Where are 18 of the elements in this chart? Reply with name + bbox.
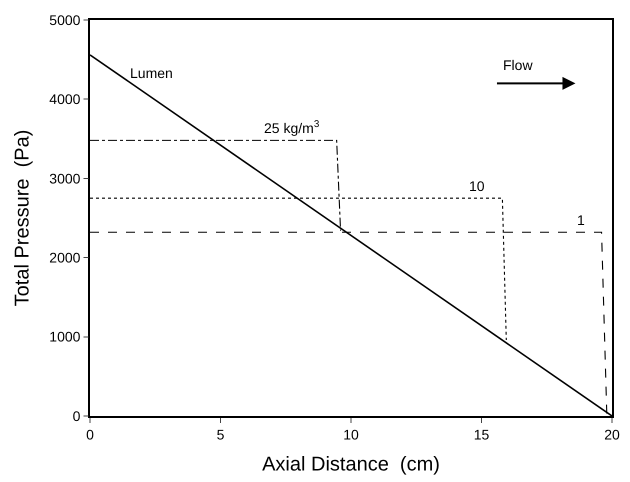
- y-tick-label: 3000: [49, 170, 81, 186]
- series-label: 1: [577, 212, 585, 228]
- x-axis-title: Axial Distance (cm): [262, 454, 440, 476]
- x-tick-label: 0: [86, 426, 94, 443]
- annotation: Flow: [503, 57, 534, 73]
- x-tick-label: 20: [604, 426, 620, 443]
- y-tick-label: 2000: [49, 250, 81, 266]
- x-tick-label: 10: [343, 426, 359, 443]
- y-tick-label: 0: [72, 408, 81, 424]
- series-label: 10: [469, 178, 485, 194]
- x-tick-label: 15: [474, 426, 490, 443]
- y-tick-label: 5000: [49, 12, 81, 28]
- y-tick-label: 4000: [49, 91, 81, 108]
- series-label: 25 kg/m$^{3}$: [264, 119, 320, 136]
- series-label: Lumen: [130, 65, 173, 81]
- x-tick-label: 5: [216, 426, 225, 443]
- y-axis-title: Total Pressure (Pa): [11, 130, 34, 306]
- y-tick-label: 1000: [49, 328, 81, 345]
